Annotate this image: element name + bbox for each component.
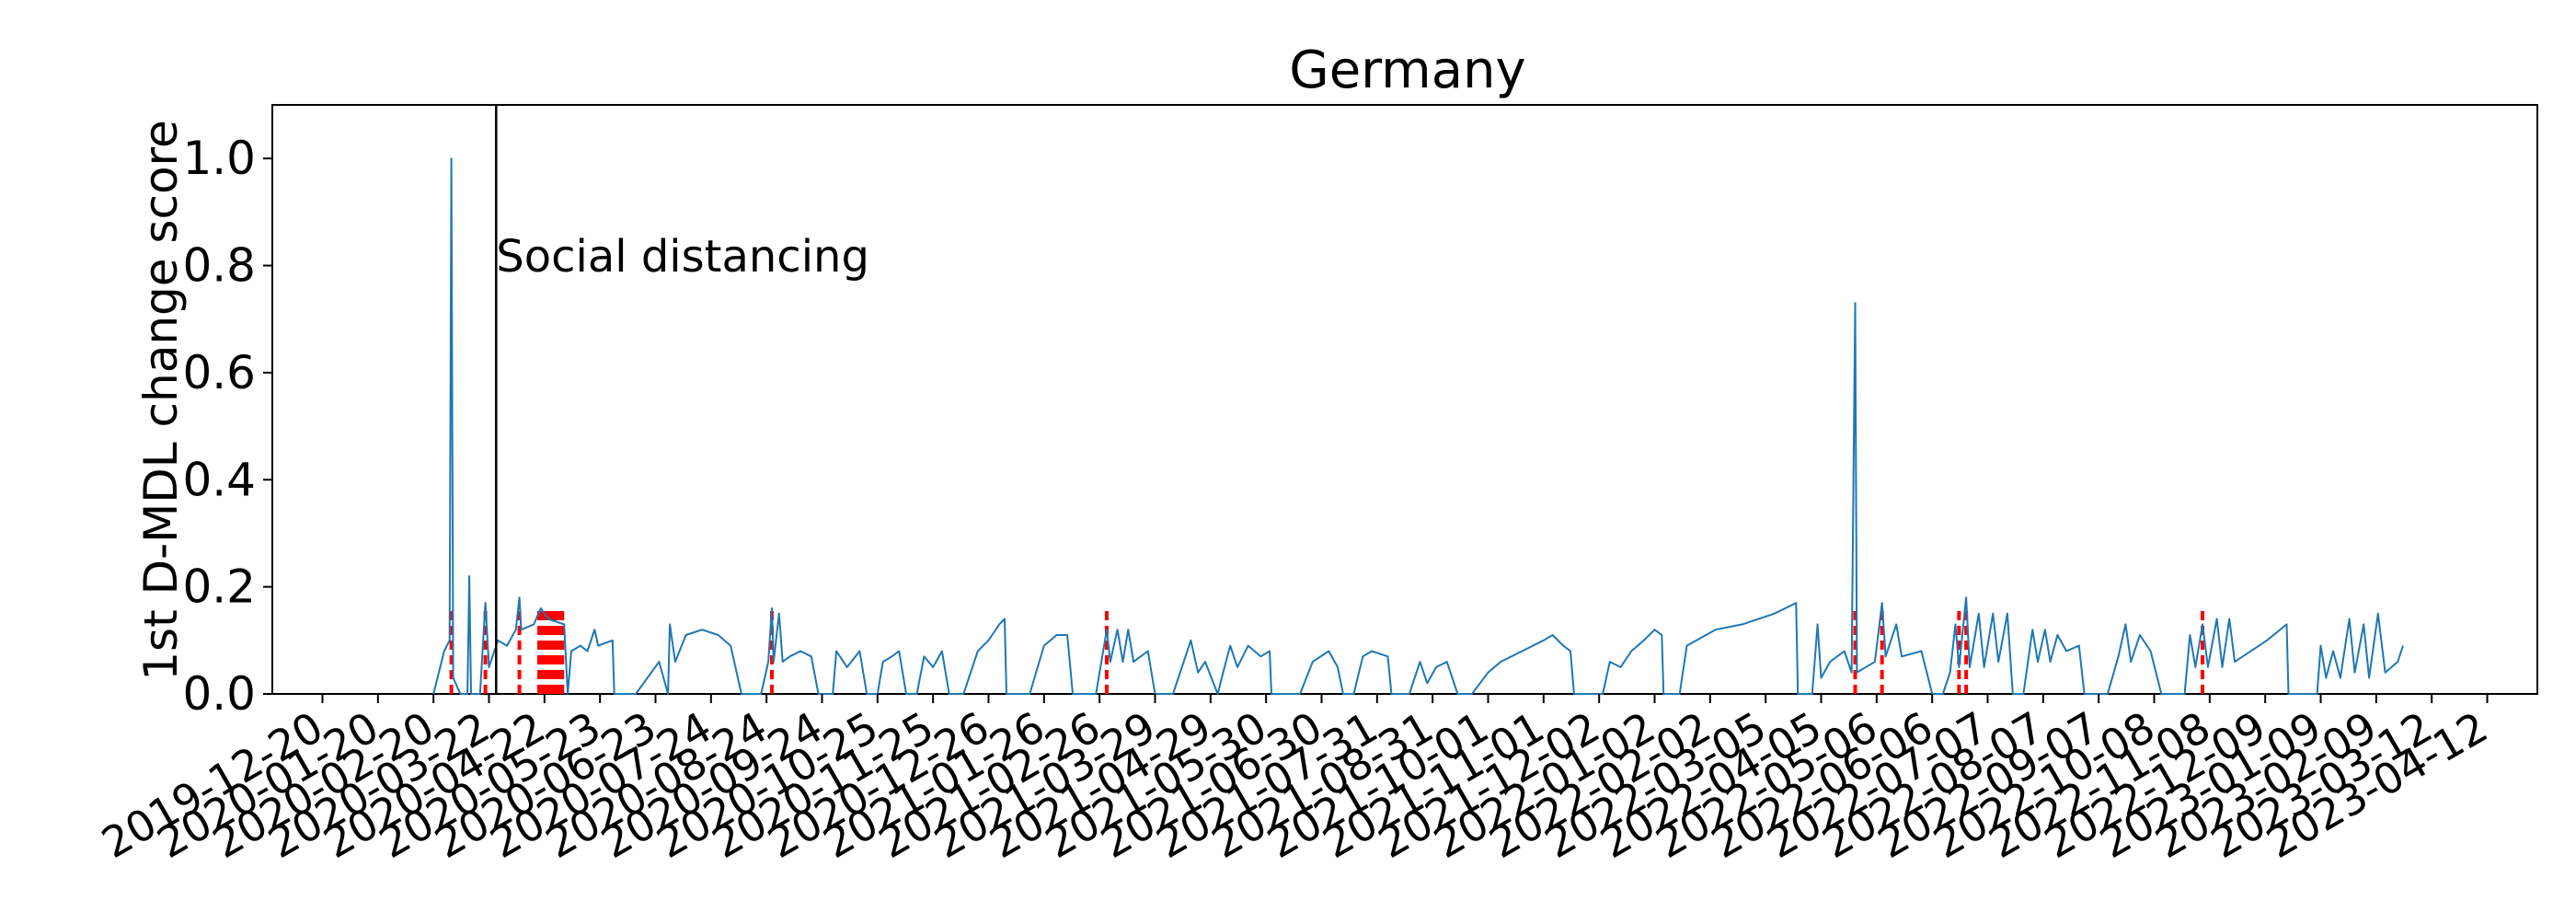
y-tick-label: 0.2 (182, 560, 256, 614)
y-tick-label: 0.8 (182, 239, 256, 293)
y-tick-label: 0.6 (182, 346, 256, 399)
change-point-markers (449, 607, 2205, 694)
x-axis-ticks: 2019-12-202020-01-202020-02-202020-03-22… (93, 694, 2496, 868)
series-layer (432, 157, 2404, 695)
y-tick-label: 0.0 (182, 667, 256, 721)
y-tick-label: 1.0 (182, 132, 256, 185)
y-axis-label: 1st D-MDL change score (134, 120, 188, 681)
series-line (432, 157, 2404, 695)
plot-area-frame (271, 104, 2538, 695)
chart-title: Germany (1289, 40, 1525, 100)
y-axis-ticks: 0.0 0.2 0.4 0.6 0.8 1.0 (182, 132, 272, 721)
event-label: Social distancing (496, 231, 869, 283)
y-tick-label: 0.4 (182, 453, 256, 506)
event-markers: Social distancing (495, 105, 869, 694)
